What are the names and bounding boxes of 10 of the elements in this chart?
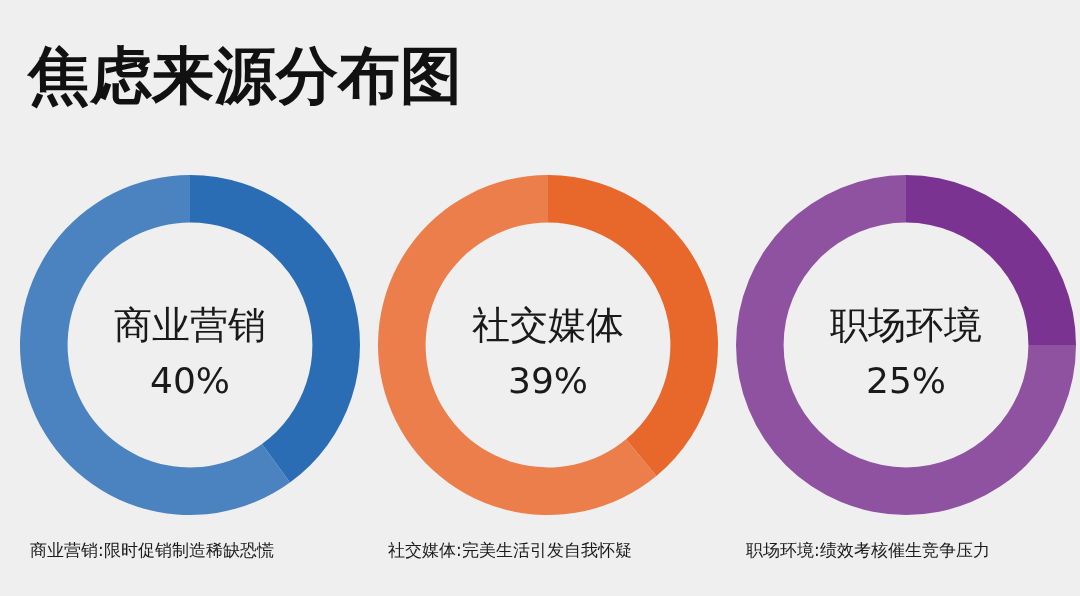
data-label: 39% [508,360,589,401]
category-label: 社交媒体 [472,303,624,347]
category-label: 商业营销 [114,303,266,347]
text: 商业营销:限时促销制造稀缺恐慌 [30,540,274,560]
category-label: 职场环境 [830,303,982,347]
text: 职场环境:绩效考核催生竞争压力 [746,540,990,560]
data-label: 40% [150,360,231,401]
text: 社交媒体:完美生活引发自我怀疑 [388,540,632,560]
data-label: 25% [866,360,947,401]
text: 焦虑来源分布图 [26,38,462,112]
